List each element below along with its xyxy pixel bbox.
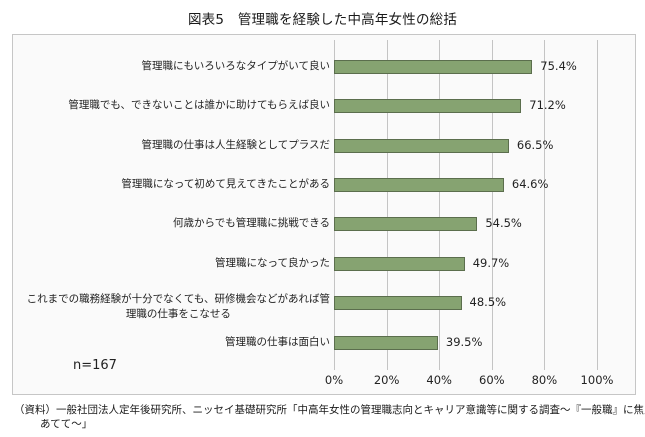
- x-tick-label: 0%: [324, 373, 344, 387]
- category-label: 管理職の仕事は人生経験としてプラスだ: [142, 138, 330, 153]
- chart-frame: [12, 34, 636, 395]
- bar: [334, 257, 465, 271]
- gridline: [439, 40, 441, 370]
- value-label: 66.5%: [516, 138, 554, 152]
- bar: [334, 296, 462, 310]
- category-label-line: 管理職になって良かった: [215, 256, 330, 269]
- x-tick-label: 80%: [531, 373, 558, 387]
- bar: [334, 336, 438, 350]
- category-label: 管理職にもいろいろなタイプがいて良い: [142, 59, 330, 74]
- category-label: これまでの職務経験が十分でなくても、研修機会などがあれば管 理職の仕事をこなせる: [27, 292, 330, 322]
- sample-size-label: n=167: [73, 358, 117, 373]
- x-tick-label: 40%: [426, 373, 452, 387]
- value-label: 54.5%: [485, 216, 522, 230]
- category-label-line: 管理職になって初めて見えてきたことがある: [121, 177, 330, 190]
- bar: [334, 178, 504, 192]
- source-note: （資料）一般社団法人定年後研究所、ニッセイ基礎研究所「中高年女性の管理職志向とキ…: [14, 404, 645, 430]
- category-label-line: 管理職の仕事は面白い: [225, 335, 330, 348]
- gridline: [386, 40, 388, 370]
- plot-area: 75.4% 71.2% 66.5% 64.6% 54.5% 49.7% 48.5% 39.5%: [334, 40, 598, 370]
- gridline: [544, 40, 546, 370]
- gridline: [597, 40, 598, 370]
- chart-title: 図表5 管理職を経験した中高年女性の総括: [187, 12, 458, 28]
- category-label: 何歳からでも管理職に挑戦できる: [173, 216, 330, 231]
- value-label: 49.7%: [472, 256, 510, 270]
- bar: [334, 60, 533, 74]
- category-label-line: 何歳からでも管理職に挑戦できる: [173, 216, 330, 229]
- x-tick-label: 100%: [580, 373, 614, 387]
- gridline: [334, 40, 335, 370]
- category-label: 管理職になって良かった: [215, 256, 330, 271]
- x-tick-label: 20%: [373, 373, 400, 387]
- category-label-line: 管理職の仕事は人生経験としてプラスだ: [141, 138, 330, 151]
- category-label-line: これまでの職務経験が十分でなくても、研修機会などがあれば管: [26, 293, 330, 305]
- category-label-line: 理職の仕事をこなせる: [125, 308, 231, 320]
- value-label: 71.2%: [529, 98, 566, 112]
- gridline: [491, 40, 493, 370]
- bar: [334, 139, 509, 153]
- category-label: 管理職でも、できないことは誰かに助けてもらえば良い: [68, 98, 330, 113]
- category-label-line: 管理職でも、できないことは誰かに助けてもらえば良い: [68, 98, 330, 111]
- bar: [334, 217, 478, 231]
- bar: [334, 99, 522, 113]
- category-label-line: 管理職にもいろいろなタイプがいて良い: [141, 59, 330, 72]
- value-label: 75.4%: [540, 59, 577, 73]
- value-label: 64.6%: [511, 177, 549, 191]
- value-label: 48.5%: [469, 295, 507, 309]
- category-label: 管理職の仕事は面白い: [225, 335, 330, 350]
- value-label: 39.5%: [445, 335, 483, 349]
- x-tick-label: 60%: [479, 373, 505, 387]
- category-label: 管理職になって初めて見えてきたことがある: [121, 177, 330, 192]
